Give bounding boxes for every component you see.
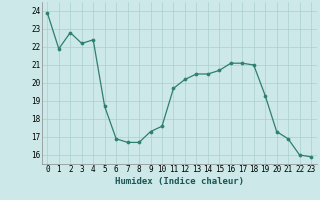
X-axis label: Humidex (Indice chaleur): Humidex (Indice chaleur) xyxy=(115,177,244,186)
